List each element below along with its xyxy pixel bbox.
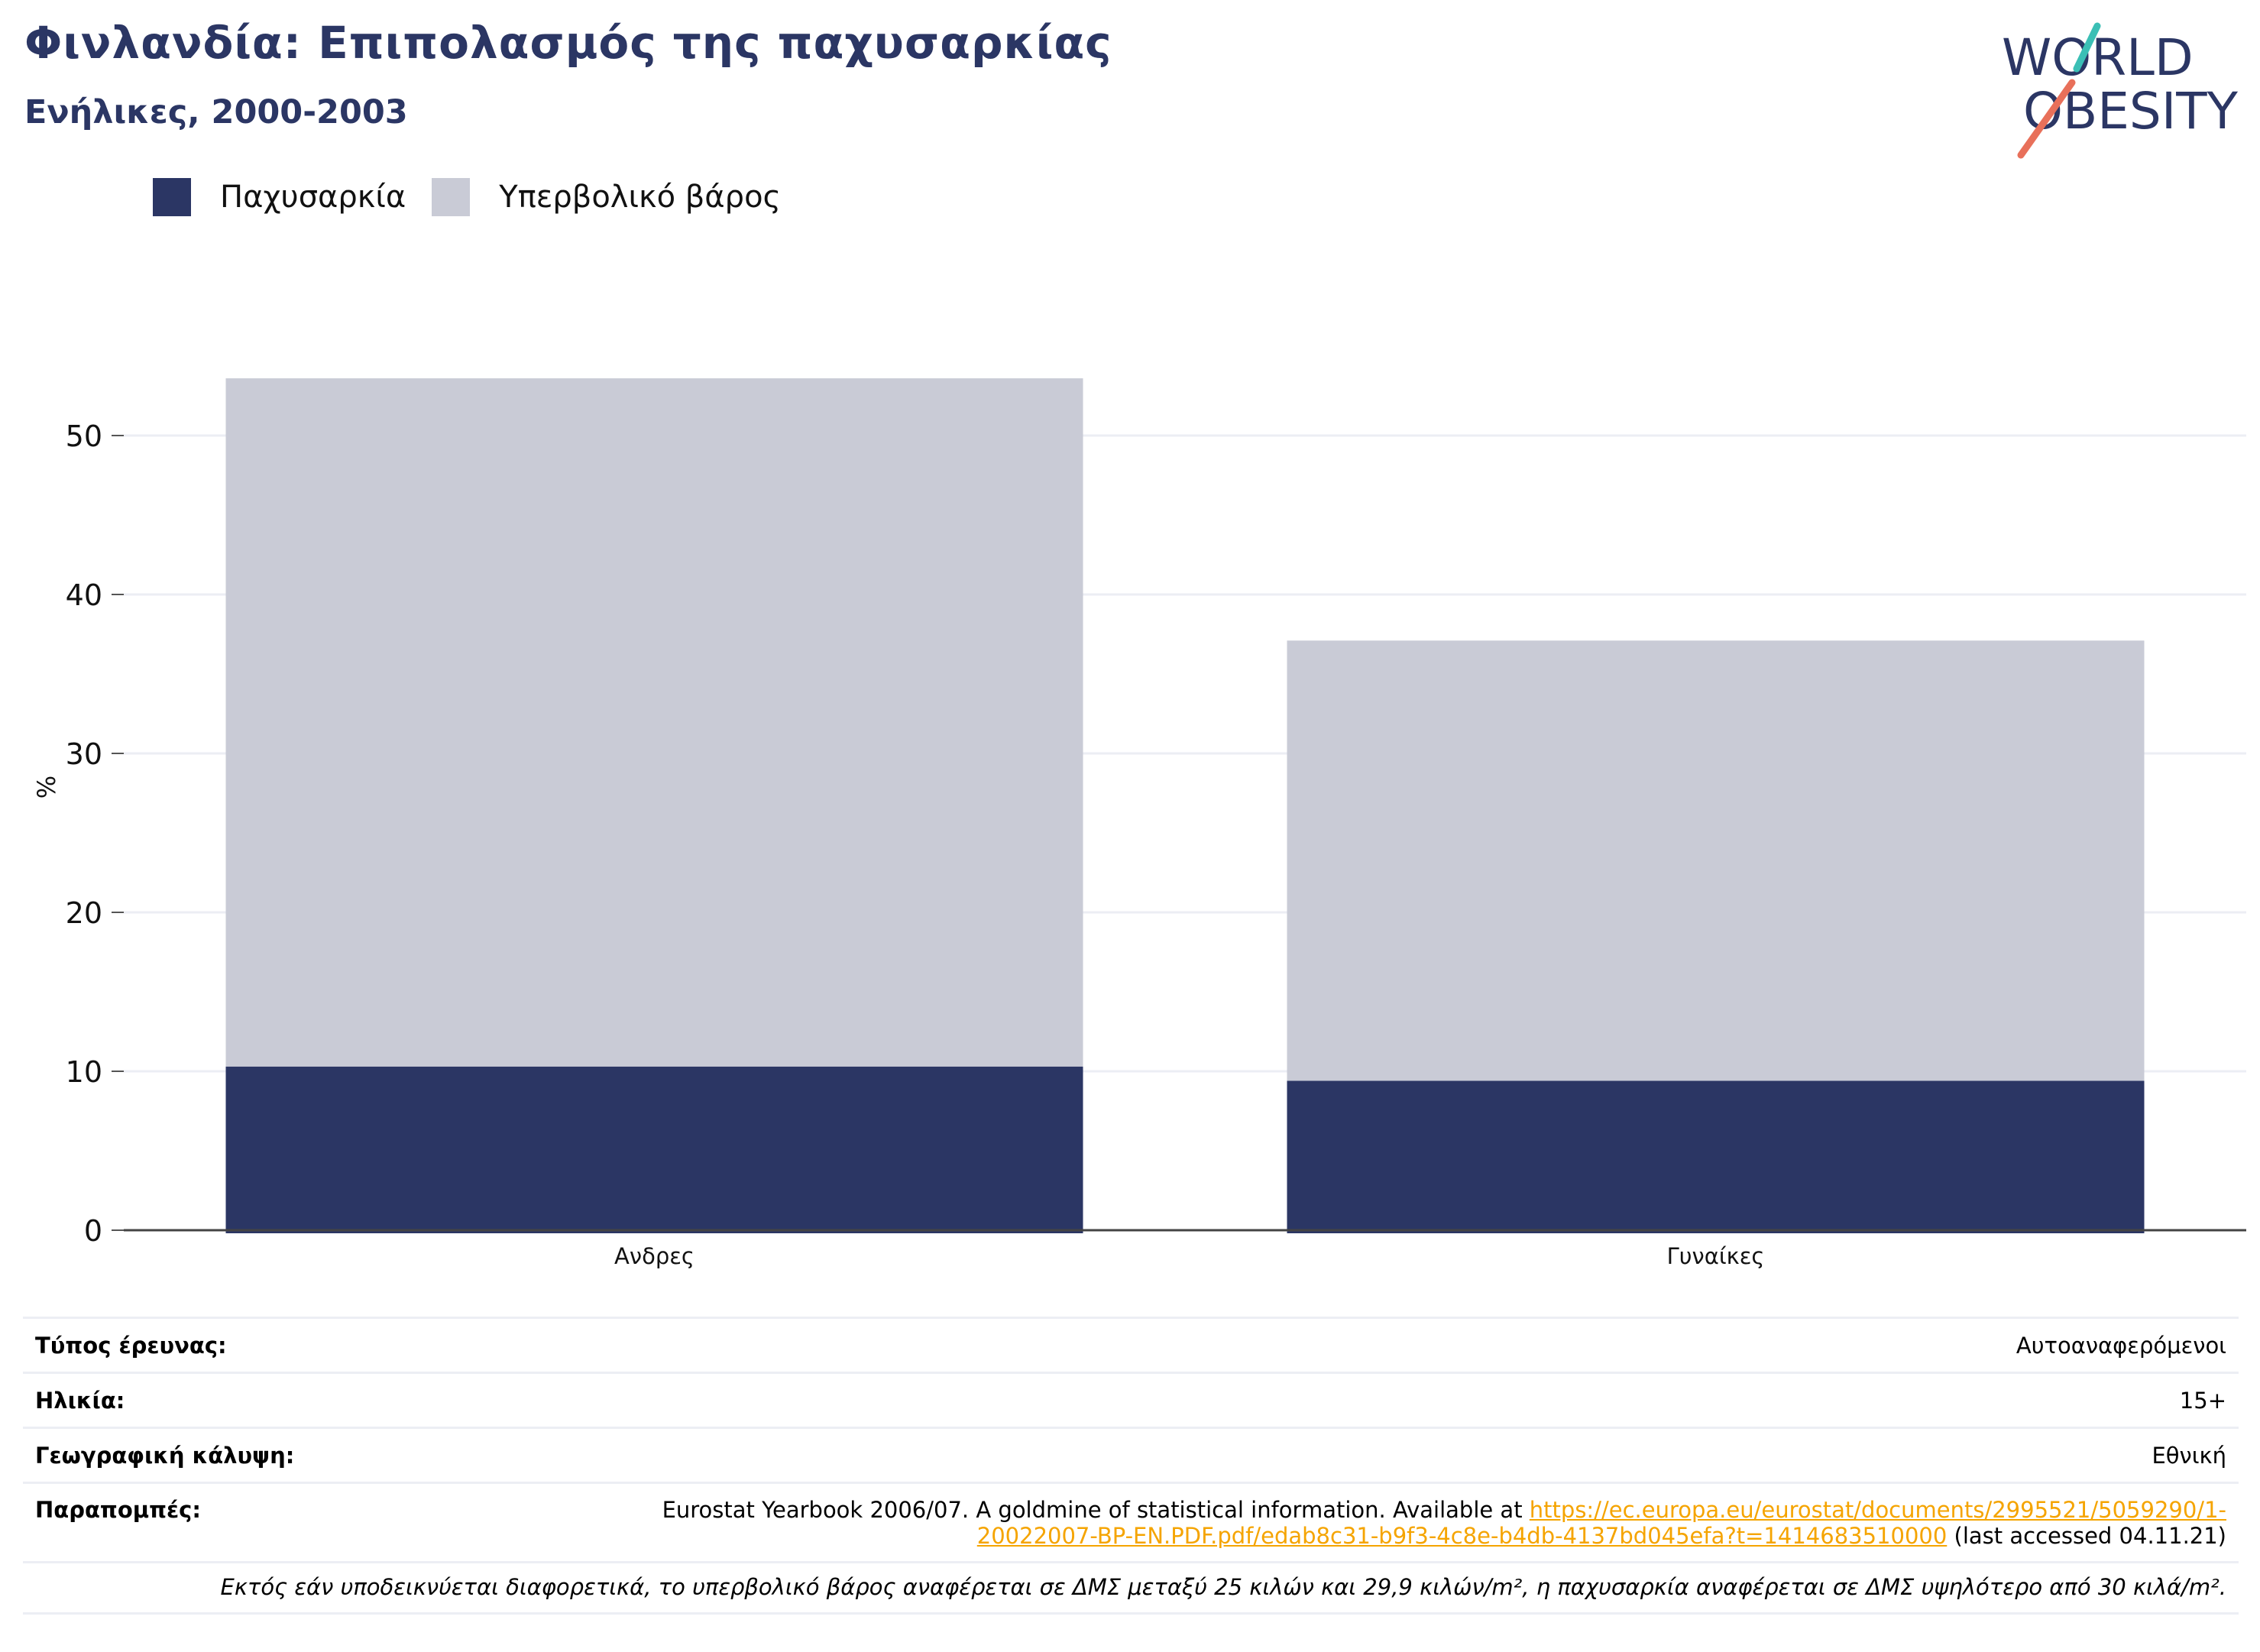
meta-value-survey-type: Αυτοαναφερόμενοι xyxy=(2016,1333,2226,1359)
bar-men-overweight xyxy=(225,378,1083,1067)
y-tick-label-0: 0 xyxy=(84,1214,102,1248)
meta-label-survey-type: Τύπος έρευνας: xyxy=(35,1333,227,1359)
chart-subtitle: Ενήλικες, 2000-2003 xyxy=(24,93,408,131)
meta-value-age: 15+ xyxy=(2179,1388,2226,1414)
bar-men-obesity xyxy=(225,1066,1083,1233)
bar-women-overweight xyxy=(1287,640,2145,1081)
meta-row-references: Παραπομπές: Eurostat Yearbook 2006/07. A… xyxy=(23,1482,2239,1561)
reference-link-part2[interactable]: 20022007-BP-EN.PDF.pdf/edab8c31-b9f3-4c8… xyxy=(976,1523,1948,1549)
x-tick-label-0: Ανδρες xyxy=(614,1243,695,1269)
logo-slash-coral xyxy=(2017,79,2076,159)
legend-swatch-overweight xyxy=(432,178,471,216)
logo-text-obesity: OBESITY xyxy=(2023,82,2239,141)
meta-value-coverage: Εθνική xyxy=(2152,1443,2226,1469)
meta-row-coverage: Γεωγραφική κάλυψη: Εθνική xyxy=(23,1427,2239,1482)
reference-accessed: (last accessed 04.11.21) xyxy=(1947,1523,2227,1549)
meta-label-references: Παραπομπές: xyxy=(35,1497,201,1523)
x-tick-label-1: Γυναίκες xyxy=(1667,1243,1765,1269)
reference-text: Eurostat Yearbook 2006/07. A goldmine of… xyxy=(662,1497,1530,1523)
metadata-table: Τύπος έρευνας: Αυτοαναφερόμενοι Ηλικία: … xyxy=(23,1317,2239,1615)
meta-row-survey-type: Τύπος έρευνας: Αυτοαναφερόμενοι xyxy=(23,1317,2239,1372)
y-tick-label-50: 50 xyxy=(66,419,102,453)
meta-row-age: Ηλικία: 15+ xyxy=(23,1372,2239,1427)
y-tick-label-40: 40 xyxy=(66,578,102,612)
legend-swatch-obesity xyxy=(153,178,191,216)
y-tick-label-10: 10 xyxy=(66,1055,102,1089)
logo-slash-teal xyxy=(2073,22,2101,73)
legend-item-overweight[interactable]: Υπερβολικό βάρος xyxy=(432,178,781,216)
y-tick-label-20: 20 xyxy=(66,896,102,930)
y-axis-label: % xyxy=(32,776,61,798)
y-tick-label-30: 30 xyxy=(66,737,102,771)
bar-women-obesity xyxy=(1287,1080,2145,1233)
legend-label-overweight: Υπερβολικό βάρος xyxy=(499,180,782,215)
chart-legend: Παχυσαρκία Υπερβολικό βάρος xyxy=(153,174,807,220)
definition-note: Εκτός εάν υποδεικνύεται διαφορετικά, το … xyxy=(23,1561,2239,1615)
logo-text-world: WORLD xyxy=(2002,28,2194,87)
chart-title: Φινλανδία: Επιπολασμός της παχυσαρκίας xyxy=(24,17,1112,69)
world-obesity-logo: WORLD OBESITY xyxy=(2002,22,2239,159)
bar-chart: 0 10 20 30 40 50% Ανδρες Γυναίκες xyxy=(32,378,2246,1269)
meta-value-references: Eurostat Yearbook 2006/07. A goldmine of… xyxy=(662,1497,2226,1549)
meta-label-age: Ηλικία: xyxy=(35,1388,125,1414)
legend-label-obesity: Παχυσαρκία xyxy=(220,180,406,215)
meta-label-coverage: Γεωγραφική κάλυψη: xyxy=(35,1443,295,1469)
legend-item-obesity[interactable]: Παχυσαρκία xyxy=(153,178,406,216)
reference-link-part1[interactable]: https://ec.europa.eu/eurostat/documents/… xyxy=(1529,1497,2226,1523)
